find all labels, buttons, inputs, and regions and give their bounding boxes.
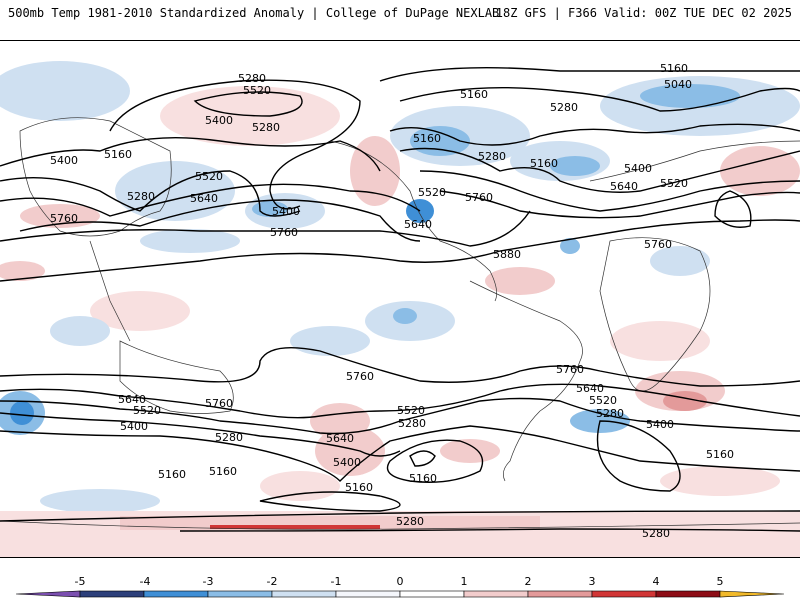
contour-label: 5280 (478, 150, 506, 163)
colorbar-segment (399, 590, 465, 598)
model-run-info: 18Z GFS | F366 Valid: 00Z TUE DEC 02 202… (495, 6, 792, 20)
contour-label: 5520 (397, 404, 425, 417)
contour-label: 5640 (326, 432, 354, 445)
colorbar-tick-label: 0 (397, 575, 404, 588)
colorbar-tick-label: 1 (461, 575, 468, 588)
contour-label: 5760 (465, 191, 493, 204)
contour-label: 5400 (272, 205, 300, 218)
contour-label: 5640 (404, 218, 432, 231)
contour-label: 5520 (589, 394, 617, 407)
contour-label: 5160 (409, 472, 437, 485)
contour-label: 5160 (209, 465, 237, 478)
contour-label: 5280 (398, 417, 426, 430)
weather-map[interactable]: 5280 5520 5400 5280 5160 5400 5280 5520 … (0, 40, 800, 558)
colorbar-tick-label: 3 (589, 575, 596, 588)
contour-label: 5520 (243, 84, 271, 97)
contour-label: 5520 (418, 186, 446, 199)
contour-label: 5400 (50, 154, 78, 167)
contour-label: 5160 (345, 481, 373, 494)
colorbar-tick-label: -4 (140, 575, 151, 588)
contour-labels: 5280 5520 5400 5280 5160 5400 5280 5520 … (50, 62, 734, 540)
colorbar-segment (271, 590, 337, 598)
contour-label: 5160 (413, 132, 441, 145)
contour-label: 5160 (460, 88, 488, 101)
contour-label: 5400 (624, 162, 652, 175)
contour-label: 5160 (104, 148, 132, 161)
contour-label: 5880 (493, 248, 521, 261)
contour-label: 5520 (133, 404, 161, 417)
colorbar-segment (79, 590, 145, 598)
contour-label: 5400 (646, 418, 674, 431)
colorbar-segment (591, 590, 657, 598)
contour-label: 5640 (118, 393, 146, 406)
contour-label: 5520 (195, 170, 223, 183)
anomaly-shading (0, 61, 800, 557)
contour-label: 5280 (252, 121, 280, 134)
contour-label: 5520 (660, 177, 688, 190)
colorbar-ticks: -5 -4 -3 -2 -1 0 1 2 3 4 5 (75, 575, 724, 588)
colorbar-segment (527, 590, 593, 598)
colorbar-tick-label: -2 (267, 575, 278, 588)
colorbar-segment (719, 590, 785, 598)
colorbar-segment (207, 590, 273, 598)
colorbar-tick-label: -5 (75, 575, 86, 588)
colorbar-segments (15, 590, 785, 598)
contour-label: 5160 (530, 157, 558, 170)
contour-label: 5760 (346, 370, 374, 383)
contour-label: 5280 (215, 431, 243, 444)
contour-label: 5760 (50, 212, 78, 225)
colorbar-segment (335, 590, 401, 598)
contour-label: 5280 (396, 515, 424, 528)
contour-label: 5160 (706, 448, 734, 461)
contour-label: 5760 (556, 363, 584, 376)
colorbar-canvas: -5 -4 -3 -2 -1 0 1 2 3 4 5 (15, 575, 785, 598)
contour-label: 5640 (190, 192, 218, 205)
contour-label: 5760 (270, 226, 298, 239)
colorbar-tick-label: 4 (653, 575, 660, 588)
contour-label: 5640 (576, 382, 604, 395)
contour-label: 5160 (660, 62, 688, 75)
colorbar-segment (15, 590, 81, 598)
contour-label: 5280 (238, 72, 266, 85)
contour-label: 5400 (205, 114, 233, 127)
contour-label: 5280 (596, 407, 624, 420)
colorbar-tick-label: -3 (203, 575, 214, 588)
contour-label: 5280 (550, 101, 578, 114)
contour-label: 5760 (205, 397, 233, 410)
contour-label: 5400 (333, 456, 361, 469)
map-title: 500mb Temp 1981-2010 Standardized Anomal… (8, 6, 500, 20)
map-canvas: 5280 5520 5400 5280 5160 5400 5280 5520 … (0, 41, 800, 557)
coastlines (0, 117, 800, 530)
contour-label: 5280 (127, 190, 155, 203)
contour-label: 5040 (664, 78, 692, 91)
contour-label: 5640 (610, 180, 638, 193)
colorbar-tick-label: 2 (525, 575, 532, 588)
colorbar-tick-label: 5 (717, 575, 724, 588)
anomaly-colorbar: -5 -4 -3 -2 -1 0 1 2 3 4 5 (0, 574, 800, 600)
colorbar-segment (143, 590, 209, 598)
height-contours (0, 66, 800, 532)
colorbar-tick-label: -1 (331, 575, 342, 588)
contour-label: 5400 (120, 420, 148, 433)
contour-label: 5760 (644, 238, 672, 251)
contour-label: 5280 (642, 527, 670, 540)
contour-label: 5160 (158, 468, 186, 481)
colorbar-segment (655, 590, 721, 598)
colorbar-segment (463, 590, 529, 598)
